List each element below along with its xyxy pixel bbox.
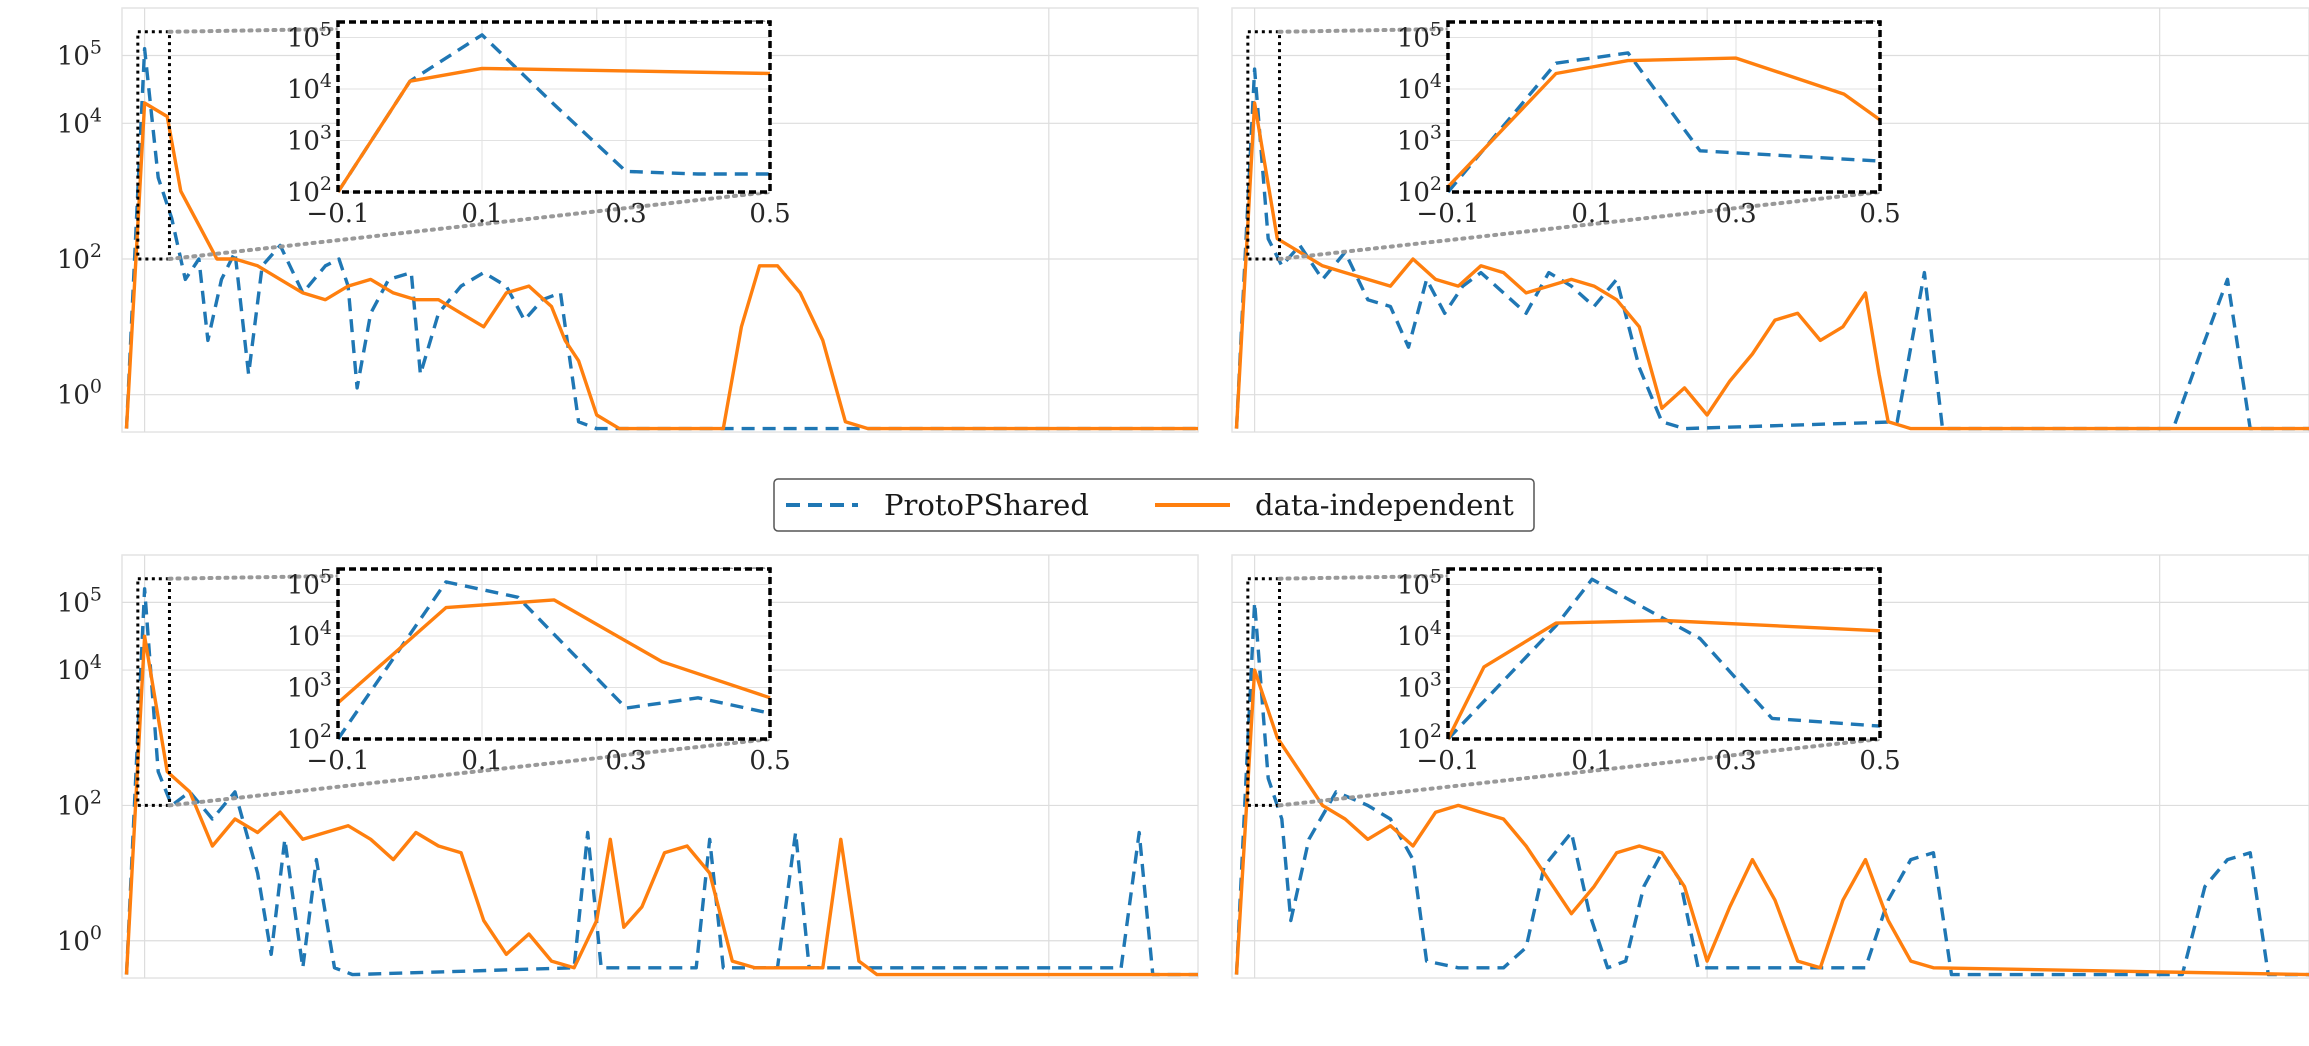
inset-series-line-protopshared (336, 580, 771, 740)
inset-series-line-data-independent (1446, 618, 1881, 740)
inset: −0.1 0.1 0.3 0.5 102 103 104 105 (1397, 18, 1901, 229)
inset-y-tick-label: 103 (1397, 121, 1442, 156)
inset-x-tick-label: −0.1 (1416, 199, 1479, 229)
zoom-connector-bottom (1277, 737, 1882, 808)
inset-y-tick-label: 102 (1397, 720, 1442, 755)
inset-y-tick-label: 103 (287, 121, 332, 156)
inset-x-tick-label: 0.1 (1571, 199, 1612, 229)
inset-series-line-data-independent (336, 598, 771, 705)
y-tick-label: 105 (57, 36, 102, 71)
inset-y-tick-label: 104 (1397, 70, 1442, 105)
y-tick-label: 102 (57, 240, 102, 275)
inset-series-line-data-independent (1446, 56, 1881, 188)
series-line-data-independent (1234, 101, 2309, 431)
inset-frame (1446, 20, 1882, 194)
inset-x-tick-label: 0.3 (1715, 199, 1756, 229)
y-tick-label: 100 (57, 922, 102, 957)
inset-background (1448, 22, 1880, 192)
y-tick-label: 104 (57, 651, 102, 686)
series-line-data-independent (124, 101, 1198, 431)
panel-densenet121: 100 102 104 105 −0.1 0.1 0.3 0.5 102 103 104 105 (57, 554, 1199, 979)
legend: ProtoPShared data-independent (773, 478, 1535, 532)
y-tick-label: 104 (57, 104, 102, 139)
inset-x-tick-label: 0.5 (749, 199, 790, 229)
inset-y-tick-label: 103 (1397, 668, 1442, 703)
series-line-protopshared (124, 587, 1198, 977)
inset-y-tick-label: 105 (1397, 565, 1442, 600)
panel-resnet152: −0.1 0.1 0.3 0.5 102 103 104 105 (1231, 7, 2309, 433)
inset-y-tick-label: 102 (287, 173, 332, 208)
inset-x-tick-label: −0.1 (1416, 746, 1479, 776)
inset-background (1448, 569, 1880, 739)
inset-y-tick-label: 105 (287, 18, 332, 53)
inset: −0.1 0.1 0.3 0.5 102 103 104 105 (1397, 565, 1901, 776)
inset-x-tick-label: 0.3 (1715, 746, 1756, 776)
zoom-region-box (136, 30, 171, 261)
inset-series-line-data-independent (336, 66, 771, 193)
inset-x-tick-label: 0.1 (461, 746, 502, 776)
inset-x-tick-label: 0.5 (749, 746, 790, 776)
zoom-connector-bottom (167, 737, 772, 808)
inset-x-tick-label: −0.1 (306, 199, 369, 229)
inset-x-tick-label: 0.1 (1571, 746, 1612, 776)
series-line-protopshared (1234, 600, 2309, 977)
inset-x-tick-label: 0.3 (605, 199, 646, 229)
panel-resnet32: 100 102 104 105 −0.1 0.1 0.3 0.5 102 103 104 105 (57, 7, 1199, 433)
inset: −0.1 0.1 0.3 0.5 102 103 104 105 (287, 565, 791, 776)
inset-y-tick-label: 102 (287, 720, 332, 755)
series-line-data-independent (124, 634, 1198, 977)
inset-frame (336, 20, 772, 194)
inset-y-tick-label: 104 (287, 617, 332, 652)
series-line-data-independent (1234, 668, 2309, 977)
inset: −0.1 0.1 0.3 0.5 102 103 104 105 (287, 18, 791, 229)
legend-label-data-independent: data-independent (1255, 488, 1514, 522)
inset-y-tick-label: 102 (1397, 173, 1442, 208)
inset-y-tick-label: 105 (287, 565, 332, 600)
inset-x-tick-label: 0.3 (605, 746, 646, 776)
inset-series-line-protopshared (1446, 51, 1881, 194)
inset-frame (336, 567, 772, 741)
inset-y-tick-label: 104 (1397, 617, 1442, 652)
y-tick-label: 100 (57, 376, 102, 411)
inset-background (338, 569, 770, 739)
inset-x-tick-label: 0.5 (1859, 199, 1900, 229)
zoom-region-box (1246, 30, 1282, 261)
inset-x-tick-label: 0.5 (1859, 746, 1900, 776)
inset-series-line-protopshared (1446, 577, 1881, 741)
zoom-region-box (1246, 577, 1282, 807)
legend-frame (773, 478, 1535, 532)
inset-frame (1446, 567, 1882, 741)
inset-x-tick-label: 0.1 (461, 199, 502, 229)
inset-background (338, 22, 770, 192)
panel-densenet161: −0.1 0.1 0.3 0.5 102 103 104 105 (1231, 554, 2309, 979)
inset-y-tick-label: 105 (1397, 18, 1442, 53)
zoom-connector-bottom (167, 190, 772, 262)
inset-y-tick-label: 104 (287, 70, 332, 105)
inset-x-tick-label: −0.1 (306, 746, 369, 776)
series-line-protopshared (1234, 67, 2309, 431)
legend-label-protopshared: ProtoPShared (884, 488, 1089, 522)
y-tick-label: 105 (57, 583, 102, 618)
y-tick-label: 102 (57, 786, 102, 821)
inset-y-tick-label: 103 (287, 668, 332, 703)
zoom-region-box (136, 577, 171, 807)
zoom-connector-bottom (1277, 190, 1882, 262)
